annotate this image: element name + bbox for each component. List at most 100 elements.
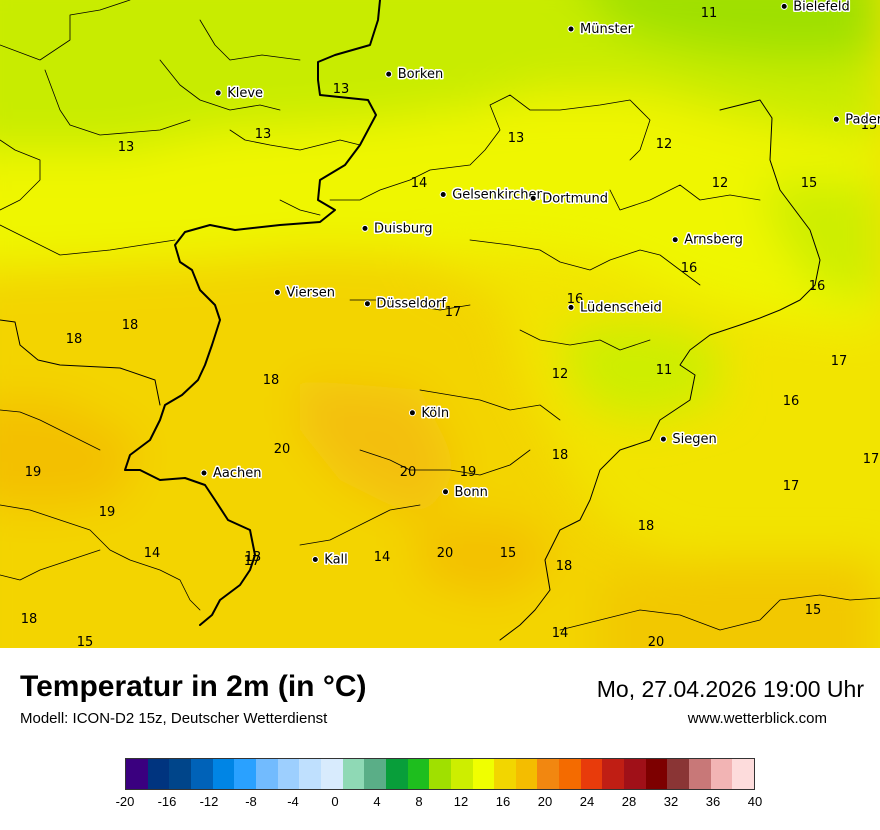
color-swatch	[364, 759, 386, 789]
city-dot	[200, 469, 208, 477]
color-swatch	[255, 759, 278, 789]
scale-tick-label: -20	[115, 794, 135, 809]
country-border	[124, 0, 381, 626]
scale-tick-label: -12	[199, 794, 219, 809]
city-marker: Lüdenscheid	[567, 299, 663, 317]
temperature-value-label: 13	[333, 82, 350, 97]
city-marker: Borken	[385, 66, 445, 84]
city-marker: Duisburg	[361, 220, 434, 238]
district-borders	[0, 0, 880, 631]
color-swatch	[169, 759, 191, 789]
temperature-value-label: 16	[809, 279, 826, 294]
scale-tick-label: 0	[331, 794, 339, 809]
color-scale	[125, 758, 755, 790]
city-label: Aachen	[213, 466, 261, 481]
color-swatch	[407, 759, 430, 789]
website-link[interactable]: www.wetterblick.com	[687, 710, 827, 727]
temperature-value-label: 13	[245, 550, 262, 565]
temperature-value-label: 16	[567, 292, 584, 307]
city-dot	[832, 115, 840, 123]
scale-tick-label: 36	[705, 794, 721, 809]
color-swatch	[732, 759, 755, 789]
scale-tick-label: -8	[245, 794, 257, 809]
city-marker: Bielefeld	[780, 0, 851, 16]
city-dot	[408, 409, 416, 417]
borders	[0, 0, 880, 641]
city-marker: Düsseldorf	[363, 295, 448, 313]
city-label: Siegen	[672, 432, 716, 447]
temperature-value-label: 18	[552, 448, 569, 463]
city-label: Viersen	[286, 285, 335, 300]
temperature-value-label: 20	[648, 635, 665, 648]
temperature-value-label: 17	[445, 305, 462, 320]
temperature-value-label: 15	[500, 546, 517, 561]
city-dot	[567, 303, 575, 311]
color-swatch	[559, 759, 581, 789]
temperature-value-label: 13	[508, 131, 525, 146]
city-dot	[567, 25, 575, 33]
city-marker: Arnsberg	[671, 231, 744, 249]
scale-tick-label: 28	[621, 794, 637, 809]
city-label: Kall	[324, 553, 348, 568]
temperature-value-label: 18	[556, 559, 573, 574]
city-marker: Paderborn	[832, 111, 880, 129]
temperature-value-label: 12	[552, 367, 569, 382]
scale-tick-label: 40	[747, 794, 763, 809]
color-swatch	[342, 759, 365, 789]
scale-tick-label: 16	[495, 794, 511, 809]
scale-tick-label: 32	[663, 794, 679, 809]
temperature-value-label: 15	[805, 603, 822, 618]
temperature-value-label: 16	[783, 394, 800, 409]
color-swatch	[645, 759, 668, 789]
color-swatch	[234, 759, 256, 789]
color-swatch	[147, 759, 170, 789]
temperature-value-label: 17	[783, 479, 800, 494]
city-dot	[311, 556, 319, 563]
temperature-value-label: 13	[255, 127, 272, 142]
scale-tick-label: 4	[373, 794, 381, 809]
scale-tick-label: 8	[415, 794, 423, 809]
temperature-value-label: 19	[25, 465, 42, 480]
scale-tick-label: 24	[579, 794, 595, 809]
scale-tick-label: 12	[453, 794, 469, 809]
color-swatch	[450, 759, 473, 789]
city-label: Lüdenscheid	[580, 300, 662, 315]
temperature-value-label: 19	[460, 465, 477, 480]
temperature-value-label: 11	[656, 363, 673, 378]
temperature-value-label: 13	[118, 140, 135, 155]
city-dot	[659, 435, 667, 443]
temperature-value-label: 19	[99, 505, 116, 520]
temperature-value-label: 12	[656, 137, 673, 152]
city-label: Münster	[580, 22, 634, 37]
city-dot	[439, 191, 447, 198]
city-dot	[363, 300, 371, 308]
color-swatch	[320, 759, 343, 789]
color-swatch	[667, 759, 690, 789]
temperature-value-label: 18	[21, 612, 38, 627]
color-swatch	[515, 759, 538, 789]
temperature-value-label: 17	[863, 452, 880, 467]
footer: Temperatur in 2m (in °C) Modell: ICON-D2…	[0, 648, 880, 830]
color-swatch	[126, 759, 148, 789]
color-swatch	[277, 759, 300, 789]
scale-tick-label: 20	[537, 794, 553, 809]
city-marker: Münster	[567, 21, 635, 39]
color-swatch	[472, 759, 495, 789]
city-dot	[529, 194, 537, 202]
city-label: Borken	[398, 67, 444, 82]
city-label: Gelsenkirchen	[452, 188, 545, 203]
city-marker: Bonn	[442, 483, 489, 501]
color-swatch	[190, 759, 213, 789]
color-swatch	[494, 759, 516, 789]
temperature-value-label: 11	[701, 6, 718, 21]
city-markers: LübbeckeOchtrupBielefeldMünsterBorkenKle…	[200, 0, 880, 569]
color-swatch	[689, 759, 711, 789]
city-dot	[385, 70, 393, 78]
temperature-value-label: 18	[122, 318, 139, 333]
city-dot	[780, 2, 788, 10]
city-label: Bielefeld	[793, 0, 850, 14]
color-scale-ticks: -20 -16 -12 -8 -4 0 4 8 12 16 20 24 28 32 36 40	[116, 794, 763, 814]
city-marker: Siegen	[659, 431, 718, 449]
temperature-value-label: 18	[638, 519, 655, 534]
city-dot	[671, 236, 679, 244]
